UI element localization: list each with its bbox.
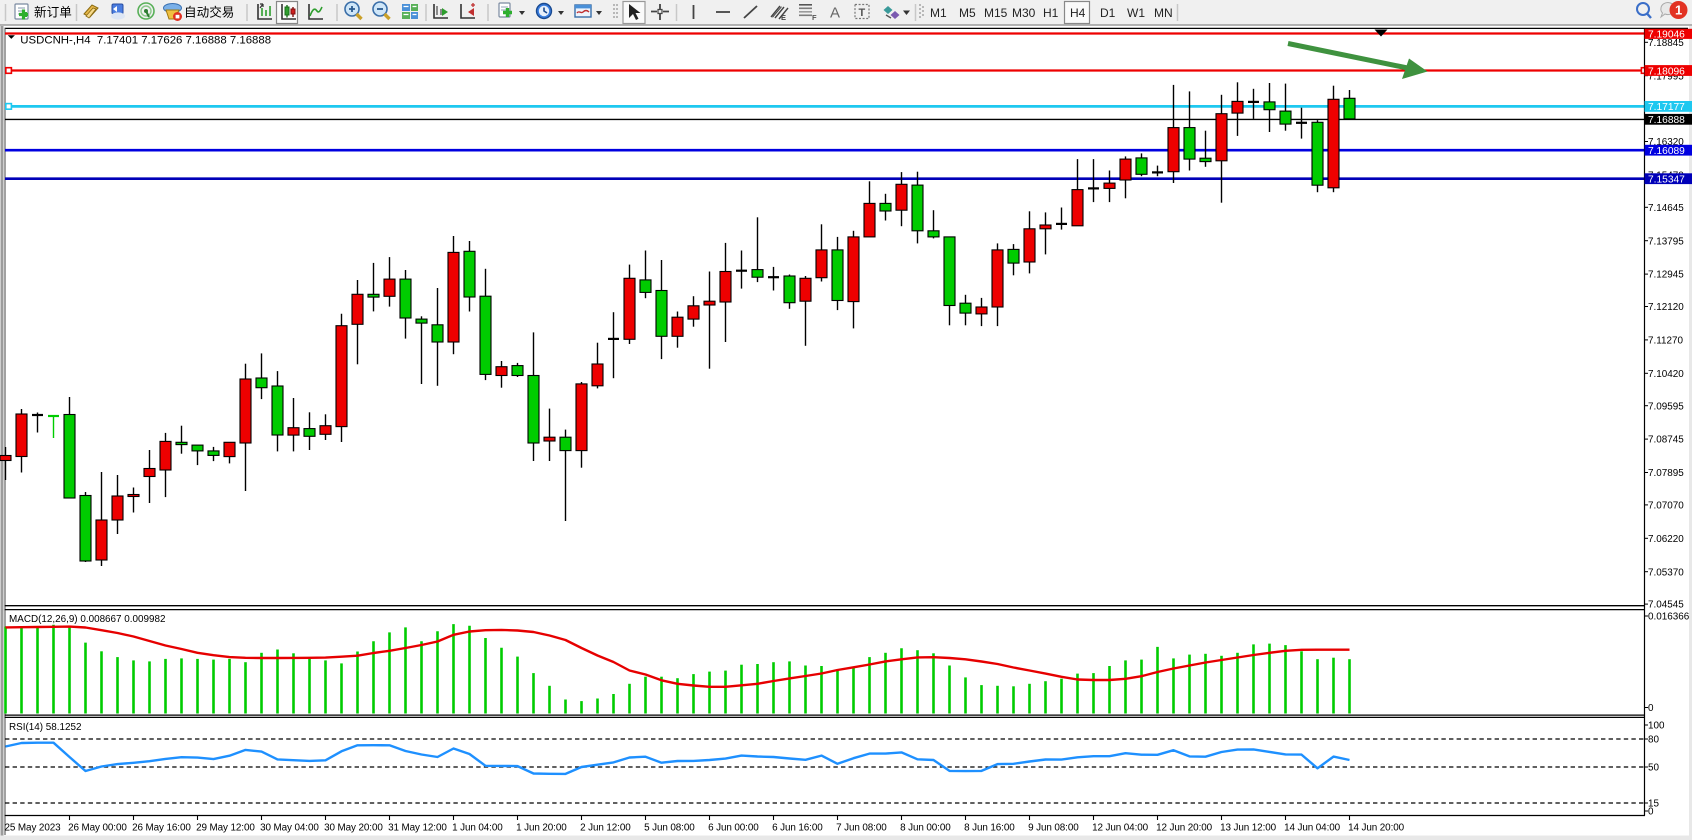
- svg-text:7.08745: 7.08745: [1648, 435, 1684, 446]
- svg-text:0: 0: [1648, 807, 1654, 818]
- svg-text:13 Jun 12:00: 13 Jun 12:00: [1220, 823, 1277, 834]
- svg-text:12 Jun 20:00: 12 Jun 20:00: [1156, 823, 1213, 834]
- svg-text:6 Jun 16:00: 6 Jun 16:00: [772, 823, 823, 834]
- svg-text:7.16888: 7.16888: [1648, 115, 1685, 126]
- svg-text:USDCNH-,H4 7.17401 7.17626 7.: USDCNH-,H4 7.17401 7.17626 7.16888 7.168…: [20, 35, 271, 47]
- svg-text:F: F: [812, 13, 817, 22]
- svg-text:26 May 00:00: 26 May 00:00: [68, 823, 127, 834]
- svg-text:7.18096: 7.18096: [1648, 66, 1685, 77]
- svg-text:80: 80: [1648, 735, 1659, 746]
- svg-text:H4: H4: [1070, 6, 1086, 20]
- svg-text:W1: W1: [1127, 6, 1145, 20]
- svg-text:新订单: 新订单: [34, 5, 72, 20]
- svg-text:7.09595: 7.09595: [1648, 401, 1684, 412]
- svg-text:7.05370: 7.05370: [1648, 567, 1684, 578]
- svg-text:7.04545: 7.04545: [1648, 600, 1684, 611]
- svg-text:7.14645: 7.14645: [1648, 203, 1684, 214]
- svg-text:M15: M15: [984, 6, 1008, 20]
- svg-text:1 Jun 20:00: 1 Jun 20:00: [516, 823, 567, 834]
- svg-text:M5: M5: [959, 6, 976, 20]
- svg-text:7.10420: 7.10420: [1648, 369, 1684, 380]
- svg-text:1: 1: [1675, 3, 1682, 18]
- svg-text:7.17177: 7.17177: [1648, 102, 1685, 113]
- svg-text:E: E: [781, 13, 786, 22]
- svg-text:2 Jun 12:00: 2 Jun 12:00: [580, 823, 631, 834]
- svg-text:MN: MN: [1154, 6, 1173, 20]
- svg-text:7.12945: 7.12945: [1648, 270, 1684, 281]
- svg-text:7.11270: 7.11270: [1648, 336, 1683, 347]
- svg-text:7.19046: 7.19046: [1648, 29, 1685, 40]
- svg-text:自动交易: 自动交易: [184, 5, 234, 20]
- svg-text:7.07895: 7.07895: [1648, 468, 1684, 479]
- svg-text:14 Jun 20:00: 14 Jun 20:00: [1348, 823, 1405, 834]
- svg-text:T: T: [859, 7, 866, 19]
- svg-text:8 Jun 16:00: 8 Jun 16:00: [964, 823, 1015, 834]
- svg-text:6 Jun 00:00: 6 Jun 00:00: [708, 823, 759, 834]
- svg-text:7.18845: 7.18845: [1648, 38, 1684, 49]
- svg-text:7.07070: 7.07070: [1648, 501, 1684, 512]
- svg-text:15: 15: [1648, 799, 1659, 810]
- svg-text:H1: H1: [1043, 6, 1059, 20]
- svg-text:50: 50: [1648, 763, 1659, 774]
- svg-text:25 May 2023: 25 May 2023: [5, 823, 62, 834]
- svg-text:30 May 20:00: 30 May 20:00: [324, 823, 383, 834]
- svg-text:100: 100: [1648, 721, 1665, 732]
- svg-text:M1: M1: [930, 6, 947, 20]
- svg-text:31 May 12:00: 31 May 12:00: [388, 823, 447, 834]
- svg-text:30 May 04:00: 30 May 04:00: [260, 823, 319, 834]
- svg-text:M30: M30: [1012, 6, 1036, 20]
- svg-text:7.13795: 7.13795: [1648, 236, 1684, 247]
- svg-text:9 Jun 08:00: 9 Jun 08:00: [1028, 823, 1079, 834]
- svg-text:A: A: [830, 5, 840, 22]
- svg-text:26 May 16:00: 26 May 16:00: [132, 823, 191, 834]
- svg-text:0.016366: 0.016366: [1648, 612, 1690, 623]
- svg-text:RSI(14) 58.1252: RSI(14) 58.1252: [9, 722, 81, 733]
- svg-text:7 Jun 08:00: 7 Jun 08:00: [836, 823, 887, 834]
- svg-text:1 Jun 04:00: 1 Jun 04:00: [452, 823, 503, 834]
- svg-text:0: 0: [1648, 703, 1654, 714]
- svg-text:7.12120: 7.12120: [1648, 302, 1684, 313]
- svg-text:7.17995: 7.17995: [1648, 71, 1684, 82]
- svg-text:5 Jun 08:00: 5 Jun 08:00: [644, 823, 695, 834]
- svg-text:D1: D1: [1100, 6, 1116, 20]
- svg-text:8 Jun 00:00: 8 Jun 00:00: [900, 823, 951, 834]
- svg-text:7.06220: 7.06220: [1648, 534, 1684, 545]
- svg-text:7.16320: 7.16320: [1648, 137, 1684, 148]
- svg-text:7.16089: 7.16089: [1648, 146, 1685, 157]
- svg-text:14 Jun 04:00: 14 Jun 04:00: [1284, 823, 1341, 834]
- svg-text:29 May 12:00: 29 May 12:00: [196, 823, 255, 834]
- svg-text:12 Jun 04:00: 12 Jun 04:00: [1092, 823, 1149, 834]
- svg-text:7.15347: 7.15347: [1648, 175, 1685, 186]
- svg-text:MACD(12,26,9) 0.008667 0.00998: MACD(12,26,9) 0.008667 0.009982: [9, 614, 165, 625]
